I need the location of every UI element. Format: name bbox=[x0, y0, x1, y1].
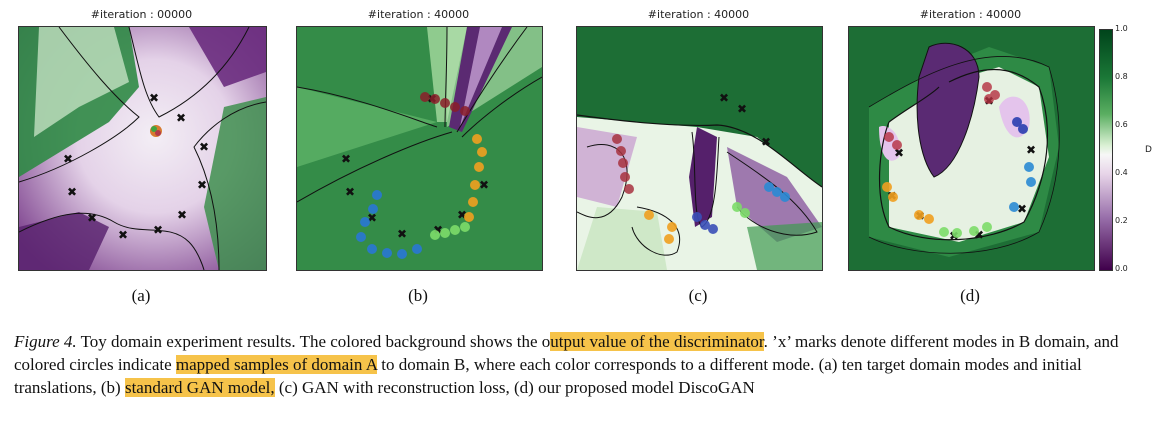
caption-text: Toy domain experiment results. The color… bbox=[76, 332, 551, 351]
svg-text:✖: ✖ bbox=[67, 185, 77, 199]
svg-text:✖: ✖ bbox=[149, 91, 159, 105]
colorbar-title: D bbox=[1145, 145, 1152, 155]
svg-text:✖: ✖ bbox=[176, 111, 186, 125]
panel-c-plot: ✖ ✖ ✖ bbox=[576, 26, 823, 271]
panel-a-heatmap: ✖ ✖ ✖ ✖ ✖ ✖ ✖ ✖ ✖ ✖ bbox=[19, 27, 266, 270]
panel-d-title: #iteration : 40000 bbox=[919, 8, 1022, 21]
colorbar-tick: 0.8 bbox=[1115, 72, 1128, 81]
caption-text: to domain B, where each color correspond… bbox=[14, 355, 1082, 397]
svg-text:✖: ✖ bbox=[197, 178, 207, 192]
colorbar-tick: 0.2 bbox=[1115, 216, 1128, 225]
panel-c-label: (c) bbox=[688, 286, 708, 305]
svg-text:✖: ✖ bbox=[367, 211, 377, 225]
svg-text:✖: ✖ bbox=[737, 102, 747, 116]
panel-a-plot: ✖ ✖ ✖ ✖ ✖ ✖ ✖ ✖ ✖ ✖ bbox=[18, 26, 267, 271]
caption-highlight: standard GAN model, bbox=[124, 378, 275, 397]
caption-text: . ’x’ marks denote different modes in B … bbox=[14, 332, 1119, 374]
caption-text: (c) GAN with reconstruction loss, (d) ou… bbox=[274, 378, 755, 397]
svg-text:✖: ✖ bbox=[1026, 143, 1036, 157]
panel-b-heatmap: ✖✖✖ ✖✖✖ ✖✖ bbox=[297, 27, 542, 270]
svg-text:✖: ✖ bbox=[974, 228, 984, 242]
svg-text:✖: ✖ bbox=[87, 211, 97, 225]
panel-a-title: #iteration : 00000 bbox=[90, 8, 193, 21]
caption-highlight: utput value of the discriminator bbox=[550, 332, 764, 351]
svg-text:✖: ✖ bbox=[199, 140, 209, 154]
svg-text:✖: ✖ bbox=[479, 178, 489, 192]
svg-text:✖: ✖ bbox=[63, 152, 73, 166]
svg-text:✖: ✖ bbox=[341, 152, 351, 166]
panel-d-heatmap: ✖✖✖ ✖✖✖ ✖✖ bbox=[849, 27, 1094, 270]
panel-b-label: (b) bbox=[408, 286, 428, 305]
svg-text:✖: ✖ bbox=[719, 91, 729, 105]
caption-figure-number: Figure 4. bbox=[14, 332, 77, 351]
panel-b-plot: ✖✖✖ ✖✖✖ ✖✖ bbox=[296, 26, 543, 271]
svg-text:✖: ✖ bbox=[761, 135, 771, 149]
colorbar-tick: 0.6 bbox=[1115, 120, 1128, 129]
svg-text:✖: ✖ bbox=[153, 223, 163, 237]
panel-b-title: #iteration : 40000 bbox=[367, 8, 470, 21]
colorbar-tick: 0.4 bbox=[1115, 168, 1128, 177]
colorbar bbox=[1099, 29, 1113, 271]
svg-text:✖: ✖ bbox=[118, 228, 128, 242]
panel-a-label: (a) bbox=[131, 286, 151, 305]
svg-text:✖: ✖ bbox=[345, 185, 355, 199]
svg-text:✖: ✖ bbox=[457, 208, 467, 222]
panel-d-plot: ✖✖✖ ✖✖✖ ✖✖ bbox=[848, 26, 1095, 271]
figure-caption: Figure 4. Toy domain experiment results.… bbox=[14, 330, 1164, 399]
svg-text:✖: ✖ bbox=[397, 227, 407, 241]
svg-text:✖: ✖ bbox=[894, 146, 904, 160]
panel-d-label: (d) bbox=[960, 286, 980, 305]
panel-c-heatmap: ✖ ✖ ✖ bbox=[577, 27, 822, 270]
svg-text:✖: ✖ bbox=[433, 223, 443, 237]
svg-text:✖: ✖ bbox=[177, 208, 187, 222]
svg-text:✖: ✖ bbox=[1017, 202, 1027, 216]
colorbar-tick: 1.0 bbox=[1115, 24, 1128, 33]
colorbar-tick: 0.0 bbox=[1115, 264, 1128, 273]
panel-c-title: #iteration : 40000 bbox=[647, 8, 750, 21]
caption-highlight: mapped samples of domain A bbox=[175, 355, 378, 374]
